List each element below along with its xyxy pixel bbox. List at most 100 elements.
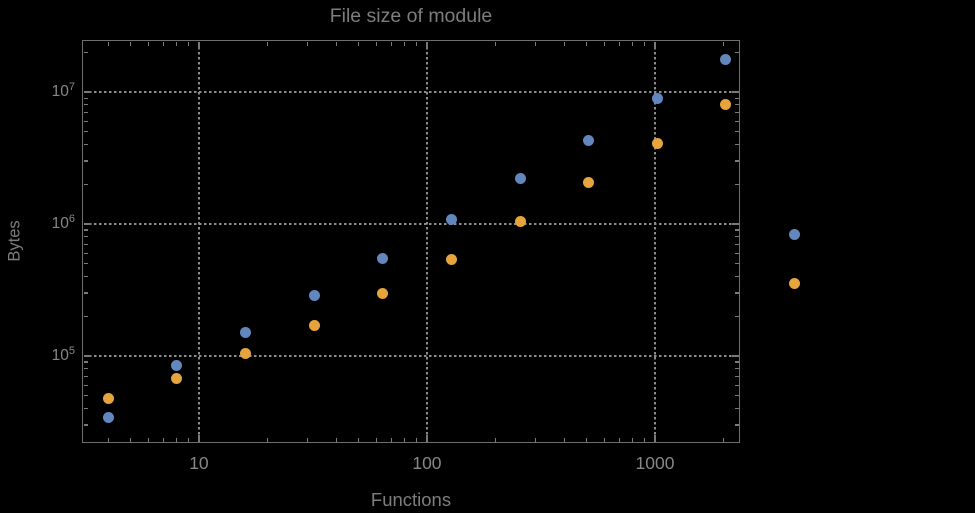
gridline-x-10: [197, 41, 200, 442]
x-tick-top: [307, 41, 309, 46]
y-tick-left: [83, 120, 88, 122]
x-tick-bottom: [147, 437, 149, 442]
gridline-x-1000: [653, 41, 656, 442]
y-tick-right: [734, 361, 739, 363]
data-point-series-2-orange: [720, 99, 732, 111]
y-tick-left: [83, 111, 88, 114]
x-tick-bottom: [375, 437, 377, 442]
x-tick-top: [176, 41, 178, 46]
x-axis-label: Functions: [370, 489, 452, 510]
y-tick-left: [83, 355, 91, 357]
data-point-series-1-blue: [445, 213, 457, 225]
y-tick-right: [734, 375, 739, 377]
x-tick-bottom: [176, 437, 178, 442]
data-point-series-1-blue: [377, 252, 389, 264]
data-point-series-1-blue: [651, 93, 663, 105]
x-tick-label-100: 100: [412, 453, 442, 473]
x-tick-bottom: [632, 437, 634, 442]
y-tick-right: [734, 104, 739, 106]
x-tick-bottom: [357, 437, 359, 442]
data-point-series-1-blue: [308, 290, 320, 302]
x-tick-bottom: [643, 437, 646, 442]
x-tick-label-10: 10: [189, 453, 209, 473]
y-tick-left: [83, 368, 88, 370]
y-tick-left: [83, 131, 88, 133]
y-tick-right: [734, 384, 739, 386]
x-tick-bottom: [391, 437, 393, 442]
x-tick-bottom: [426, 434, 428, 442]
data-point-series-2-orange: [102, 392, 114, 404]
y-tick-left: [83, 51, 88, 53]
x-tick-bottom: [335, 437, 337, 442]
gridline-y-100000: [83, 354, 739, 357]
x-tick-top: [335, 41, 337, 46]
data-point-series-1-blue: [720, 54, 732, 66]
y-tick-right: [734, 395, 739, 397]
x-tick-top: [187, 41, 190, 46]
y-tick-left: [83, 361, 88, 363]
x-tick-top: [654, 41, 656, 49]
y-tick-right: [734, 315, 739, 317]
gridline-y-1000000: [83, 223, 739, 225]
data-point-series-2-orange: [445, 254, 457, 266]
data-point-series-1-blue: [514, 173, 526, 185]
x-tick-top: [147, 41, 149, 46]
x-tick-bottom: [535, 437, 537, 442]
y-tick-left: [83, 223, 91, 225]
x-tick-top: [357, 41, 359, 46]
x-tick-bottom: [107, 437, 109, 442]
y-tick-left: [83, 424, 88, 426]
data-point-series-1-blue: [239, 327, 251, 339]
x-tick-bottom: [163, 437, 165, 442]
x-tick-bottom: [415, 437, 418, 442]
y-tick-right: [734, 51, 739, 53]
y-tick-right: [734, 160, 739, 162]
x-tick-top: [426, 41, 428, 49]
x-tick-top: [267, 41, 269, 46]
data-point-series-2-orange: [583, 177, 595, 189]
y-tick-right: [731, 355, 739, 357]
x-tick-top: [198, 41, 200, 49]
data-point-series-2-orange: [239, 348, 251, 360]
y-tick-right: [734, 275, 739, 278]
x-tick-top: [563, 41, 565, 46]
y-tick-left: [83, 97, 88, 99]
data-point-series-1-blue: [583, 134, 595, 146]
gridline-x-100: [425, 41, 428, 442]
y-tick-left: [83, 375, 88, 377]
y-tick-right: [734, 97, 739, 99]
y-tick-right: [731, 223, 739, 225]
y-tick-right: [734, 243, 739, 245]
y-tick-right: [734, 229, 739, 231]
x-tick-bottom: [563, 437, 565, 442]
data-point-series-2-orange: [308, 320, 320, 332]
y-tick-right: [734, 236, 739, 238]
y-tick-left: [83, 263, 88, 265]
x-tick-top: [632, 41, 634, 46]
data-point-series-1-blue: [171, 360, 183, 372]
y-tick-label-10e5: 105: [51, 344, 75, 364]
data-point-series-2-orange: [171, 372, 183, 384]
y-tick-right: [734, 183, 739, 185]
data-point-series-2-orange: [377, 288, 389, 300]
x-tick-top: [619, 41, 621, 46]
y-tick-right: [734, 407, 739, 410]
x-tick-top: [723, 41, 725, 46]
y-tick-right: [734, 424, 739, 426]
y-tick-left: [83, 229, 88, 231]
y-tick-left: [83, 315, 88, 317]
data-point-series-2-orange: [514, 216, 526, 228]
x-tick-bottom: [585, 437, 587, 442]
x-tick-top: [603, 41, 605, 46]
y-tick-left: [83, 384, 88, 386]
y-tick-right: [734, 252, 739, 254]
y-tick-right: [734, 292, 739, 294]
x-tick-bottom: [619, 437, 621, 442]
x-tick-top: [391, 41, 393, 46]
y-tick-left: [83, 275, 88, 278]
x-tick-top: [535, 41, 537, 46]
y-tick-right: [734, 368, 739, 370]
data-point-series-1-blue: [789, 229, 801, 241]
y-tick-left: [83, 292, 88, 294]
